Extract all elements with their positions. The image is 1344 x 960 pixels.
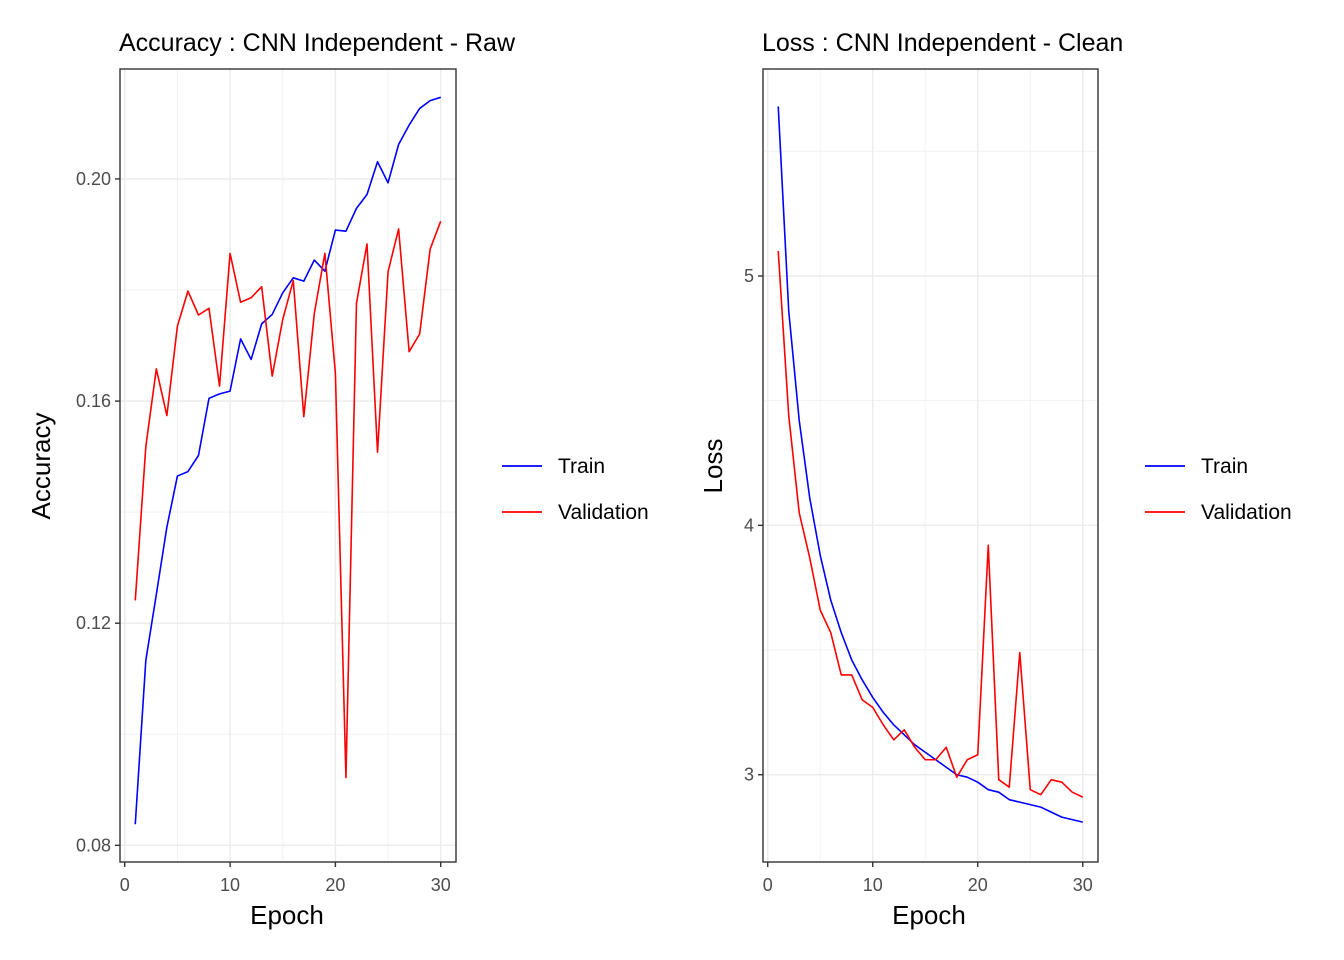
accuracy-x-tick-label: 0 — [120, 875, 130, 895]
loss-y-axis-title: Loss — [698, 439, 728, 494]
loss-y-tick-label: 5 — [744, 266, 754, 286]
accuracy-x-tick-label: 30 — [431, 875, 451, 895]
accuracy-y-tick-label: 0.20 — [76, 169, 111, 189]
accuracy-x-tick-label: 10 — [220, 875, 240, 895]
accuracy-legend-label-train: Train — [558, 455, 605, 478]
accuracy-panel-border — [119, 68, 457, 863]
loss-series-validation-line — [777, 250, 1084, 798]
loss-y-tick-label: 4 — [744, 515, 754, 535]
loss-chart-title: Loss : CNN Independent - Clean — [762, 29, 1123, 57]
loss-x-axis-title: Epoch — [892, 900, 966, 930]
loss-legend-label-validation: Validation — [1201, 501, 1292, 524]
loss-x-tick-label: 30 — [1073, 875, 1093, 895]
accuracy-y-axis-title: Accuracy — [26, 413, 56, 520]
accuracy-legend-label-validation: Validation — [558, 501, 649, 524]
accuracy-y-tick-label: 0.12 — [76, 613, 111, 633]
loss-legend-label-train: Train — [1201, 455, 1248, 478]
loss-x-tick-label: 0 — [763, 875, 773, 895]
accuracy-plot-area — [120, 69, 456, 862]
accuracy-x-tick-label: 20 — [325, 875, 345, 895]
loss-plot-area — [763, 69, 1098, 862]
loss-x-tick-label: 20 — [968, 875, 988, 895]
loss-x-tick-label: 10 — [863, 875, 883, 895]
accuracy-series-train-line — [134, 96, 441, 825]
loss-panel: Loss : CNN Independent - Clean Loss Epoc… — [698, 29, 1292, 930]
accuracy-series-validation-line — [134, 220, 442, 779]
accuracy-x-axis-title: Epoch — [250, 900, 324, 930]
loss-series-train-line — [777, 106, 1083, 823]
loss-y-tick-label: 3 — [744, 765, 754, 785]
accuracy-panel: Accuracy : CNN Independent - Raw Accurac… — [26, 29, 649, 930]
loss-panel-border — [762, 68, 1099, 863]
accuracy-y-tick-label: 0.16 — [76, 391, 111, 411]
accuracy-y-tick-label: 0.08 — [76, 835, 111, 855]
accuracy-chart-title: Accuracy : CNN Independent - Raw — [119, 29, 516, 57]
